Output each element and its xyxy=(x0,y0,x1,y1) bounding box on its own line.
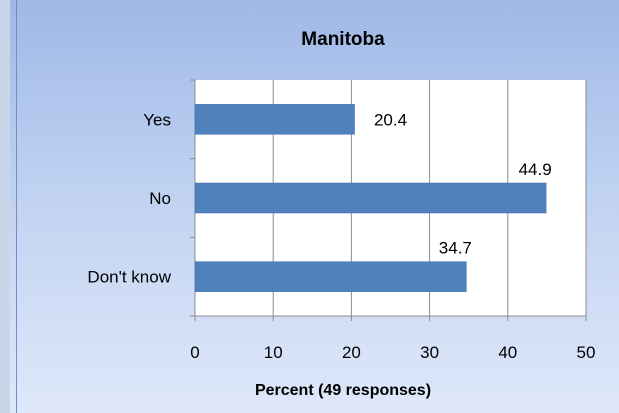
bar xyxy=(194,261,467,292)
data-label: 44.9 xyxy=(519,160,552,179)
bar xyxy=(194,182,547,214)
data-label: 20.4 xyxy=(374,110,407,129)
x-tick-label: 10 xyxy=(264,343,283,362)
x-tick-label: 0 xyxy=(190,343,199,362)
category-label: No xyxy=(149,189,171,208)
category-labels: Yes No Don't know xyxy=(87,110,171,286)
x-tick-label: 50 xyxy=(577,343,596,362)
data-labels: 20.4 44.9 34.7 xyxy=(374,110,552,257)
x-tick-label: 30 xyxy=(420,343,439,362)
chart-frame-inner xyxy=(16,0,619,413)
category-label: Don't know xyxy=(87,268,171,287)
bars xyxy=(194,104,547,292)
x-axis-title: Percent (49 responses) xyxy=(255,382,431,399)
category-label: Yes xyxy=(143,110,171,129)
x-tick-label: 20 xyxy=(342,343,361,362)
x-tick-label: 40 xyxy=(498,343,517,362)
bar xyxy=(194,104,355,135)
chart-title: Manitoba xyxy=(301,29,385,50)
x-tick-labels: 0 10 20 30 40 50 xyxy=(190,343,595,362)
data-label: 34.7 xyxy=(439,239,472,258)
